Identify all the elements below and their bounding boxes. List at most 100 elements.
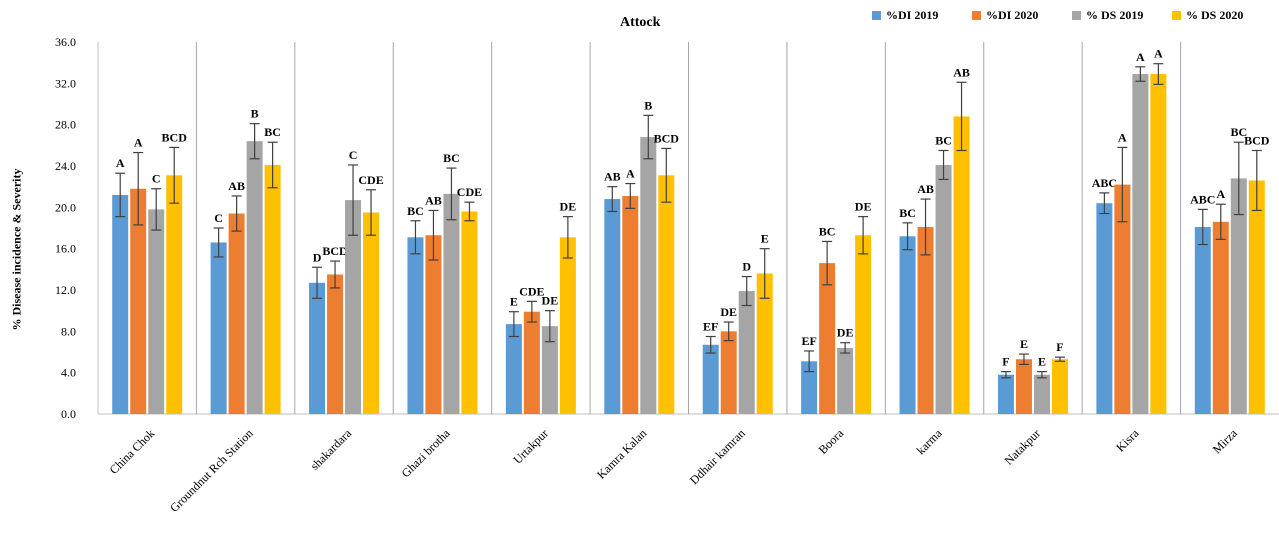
data-label: D	[742, 260, 751, 274]
bar	[1015, 359, 1032, 414]
data-label: EF	[703, 320, 718, 334]
data-label: AB	[953, 65, 970, 79]
x-tick-label: Natakpur	[1002, 426, 1043, 467]
y-tick-label: 36.0	[55, 35, 76, 49]
x-tick-label: karma	[914, 426, 946, 458]
data-label: B	[251, 107, 259, 121]
data-label: BC	[264, 125, 281, 139]
bar	[309, 282, 326, 414]
legend-label: % DS 2019	[1086, 8, 1144, 22]
x-tick-label: Urtakpur	[510, 426, 551, 467]
data-label: AB	[228, 179, 245, 193]
data-label: BC	[935, 134, 952, 148]
bar	[345, 200, 362, 414]
bar	[148, 209, 165, 414]
data-label: DE	[542, 294, 559, 308]
bar	[1150, 74, 1167, 415]
bar	[604, 199, 621, 414]
data-label: BC	[819, 224, 836, 238]
legend-swatch	[1072, 11, 1081, 20]
x-tick-label: Kamra Kalan	[594, 426, 649, 481]
bar	[819, 263, 836, 414]
bar	[702, 344, 719, 414]
bar	[935, 164, 952, 414]
bar	[228, 213, 245, 414]
bar	[130, 188, 147, 414]
bar	[1230, 178, 1247, 414]
data-label: A	[1154, 47, 1163, 61]
bar	[1096, 203, 1113, 414]
x-tick-label: Ddhair kamran	[687, 426, 748, 487]
bar	[541, 326, 558, 414]
bar	[756, 273, 773, 414]
bar	[738, 291, 755, 414]
bar	[407, 237, 424, 414]
data-label: A	[1118, 130, 1127, 144]
x-tick-label: Ghazi brotha	[399, 426, 453, 480]
data-label: A	[134, 136, 143, 150]
data-label: BCD	[654, 131, 680, 145]
legend-swatch	[1172, 11, 1181, 20]
data-label: ABC	[1190, 192, 1215, 206]
data-label: BC	[899, 206, 916, 220]
bar	[505, 324, 522, 414]
bar	[917, 226, 934, 414]
data-label: CDE	[519, 284, 544, 298]
x-tick-label: shakardara	[308, 426, 355, 473]
legend-label: % DS 2020	[1186, 8, 1244, 22]
bar	[1248, 180, 1265, 414]
y-axis-title: % Disease incidence & Severity	[9, 168, 24, 331]
data-label: AB	[604, 170, 621, 184]
bar	[640, 137, 657, 415]
data-label: CDE	[358, 173, 383, 187]
y-tick-label: 32.0	[55, 76, 76, 90]
data-label: F	[1002, 355, 1009, 369]
y-tick-label: 24.0	[55, 159, 76, 173]
data-label: B	[644, 98, 652, 112]
data-label: A	[1216, 187, 1225, 201]
chart-title: Attock	[620, 15, 661, 30]
x-tick-label: Kisra	[1113, 426, 1142, 455]
legend-item: %DI 2020	[972, 8, 1072, 23]
data-label: DE	[720, 305, 737, 319]
data-label: E	[1038, 355, 1046, 369]
bar	[327, 274, 344, 414]
bar	[443, 193, 460, 414]
bar	[720, 331, 737, 414]
bar	[1051, 359, 1068, 414]
bar	[461, 211, 478, 414]
bar	[1212, 221, 1229, 414]
legend-swatch	[972, 11, 981, 20]
bar	[112, 194, 129, 414]
bar	[1033, 374, 1050, 414]
bar	[622, 195, 639, 414]
y-tick-label: 12.0	[55, 283, 76, 297]
bar	[658, 175, 675, 414]
data-label: DE	[560, 200, 577, 214]
x-tick-label: Mirza	[1210, 426, 1241, 457]
bar	[166, 175, 183, 414]
x-tick-label: Boora	[816, 426, 847, 457]
y-tick-label: 20.0	[55, 200, 76, 214]
data-label: E	[761, 232, 769, 246]
legend-label: %DI 2020	[986, 8, 1039, 22]
bar	[997, 374, 1014, 414]
x-tick-label: Groundnut Rch Station	[167, 426, 256, 515]
data-label: F	[1056, 340, 1063, 354]
bar	[264, 164, 281, 414]
bar	[1114, 184, 1131, 414]
legend: %DI 2019 %DI 2020 % DS 2019 % DS 2020	[872, 8, 1272, 23]
bar	[559, 237, 576, 414]
data-label: DE	[855, 200, 872, 214]
data-label: BC	[407, 204, 424, 218]
bar	[425, 235, 442, 414]
data-label: BCD	[322, 244, 348, 258]
legend-item: %DI 2019	[872, 8, 972, 23]
data-label: C	[349, 148, 358, 162]
y-tick-label: 4.0	[61, 366, 76, 380]
data-label: C	[152, 172, 161, 186]
data-label: BCD	[162, 130, 188, 144]
y-tick-label: 8.0	[61, 324, 76, 338]
